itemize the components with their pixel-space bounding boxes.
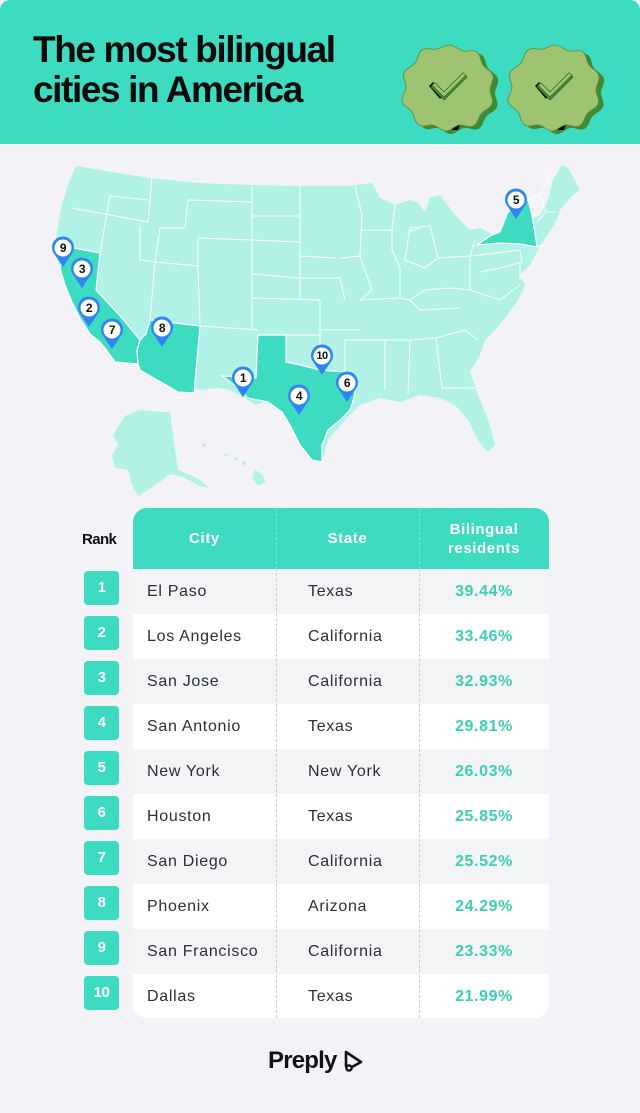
city-cell: Phoenix (147, 898, 210, 915)
brand-name: Preply (268, 1047, 337, 1074)
state-cell: California (308, 853, 383, 870)
map-pin-rank-10: 10 (310, 344, 334, 376)
state-cell: Arizona (308, 898, 368, 915)
city-cell: El Paso (147, 583, 208, 600)
city-cell: Houston (147, 808, 212, 825)
percent-cell: 33.46% (455, 628, 513, 645)
header-divider (276, 508, 277, 569)
rank-badge: 7 (84, 841, 119, 875)
title-line-2: cities in America (33, 69, 303, 110)
state-cell: California (308, 943, 383, 960)
map-pin-rank-7: 7 (100, 318, 124, 350)
us-map-graphic (55, 165, 580, 496)
checkmark-seal-icon (506, 36, 606, 136)
table-row: Houston Texas 25.85% (133, 794, 549, 839)
map-pin-rank-2: 2 (77, 296, 101, 328)
state-cell: Texas (308, 583, 354, 600)
rank-badge: 10 (84, 976, 119, 1010)
city-cell: San Jose (147, 673, 220, 690)
rank-badge: 8 (84, 886, 119, 920)
percent-cell: 32.93% (455, 673, 513, 690)
rank-badge: 4 (84, 706, 119, 740)
map-pin-rank-6: 6 (335, 371, 359, 403)
city-cell: San Francisco (147, 943, 259, 960)
header-divider (419, 508, 420, 569)
preply-logo: Preply (268, 1046, 365, 1076)
state-cell: Texas (308, 988, 354, 1005)
preply-logo-icon (344, 1050, 362, 1072)
table-header: City State Bilingual residents (133, 508, 549, 569)
percent-cell: 21.99% (455, 988, 513, 1005)
city-cell: Los Angeles (147, 628, 242, 645)
city-cell: San Antonio (147, 718, 241, 735)
state-cell: California (308, 673, 383, 690)
rank-badge: 9 (84, 931, 119, 965)
map-pin-rank-1: 1 (231, 366, 255, 398)
city-cell: Dallas (147, 988, 196, 1005)
percent-cell: 23.33% (455, 943, 513, 960)
title-line-1: The most bilingual (33, 29, 336, 70)
table-row: San Francisco California 23.33% (133, 929, 549, 974)
city-cell: San Diego (147, 853, 229, 870)
header-bilingual-residents: Bilingual residents (447, 520, 521, 557)
us-map: 9 3 2 7 8 1 4 10 6 5 (0, 150, 640, 500)
map-pin-rank-9: 9 (51, 236, 75, 268)
header-banner: The most bilingual cities in America (0, 0, 640, 144)
state-cell: Texas (308, 808, 354, 825)
state-cell: California (308, 628, 383, 645)
column-divider (419, 508, 420, 1018)
table-row: Dallas Texas 21.99% (133, 974, 549, 1018)
map-pin-rank-4: 4 (287, 384, 311, 416)
percent-cell: 24.29% (455, 898, 513, 915)
table-row: New York New York 26.03% (133, 749, 549, 794)
city-cell: New York (147, 763, 221, 780)
state-cell: Texas (308, 718, 354, 735)
table-row: San Antonio Texas 29.81% (133, 704, 549, 749)
rank-badge: 5 (84, 751, 119, 785)
rank-badge: 3 (84, 661, 119, 695)
column-divider (276, 508, 277, 1018)
rank-badge: 1 (84, 571, 119, 605)
percent-cell: 29.81% (455, 718, 513, 735)
percent-cell: 25.85% (455, 808, 513, 825)
map-pin-rank-5: 5 (504, 188, 528, 220)
page-title: The most bilingual cities in America (33, 30, 393, 110)
header-state: State (327, 530, 368, 547)
rankings-table: El Paso Texas 39.44% Los Angeles Califor… (133, 508, 549, 1018)
table-row: Phoenix Arizona 24.29% (133, 884, 549, 929)
map-pin-rank-8: 8 (150, 316, 174, 348)
map-pin-rank-3: 3 (70, 257, 94, 289)
checkmark-seal-icon (400, 36, 500, 136)
table-row: San Jose California 32.93% (133, 659, 549, 704)
rank-badge: 6 (84, 796, 119, 830)
percent-cell: 25.52% (455, 853, 513, 870)
percent-cell: 26.03% (455, 763, 513, 780)
header-city: City (189, 530, 220, 547)
rank-column-label: Rank (82, 531, 117, 548)
percent-cell: 39.44% (455, 583, 513, 600)
state-cell: New York (308, 763, 382, 780)
rank-badge: 2 (84, 616, 119, 650)
table-row: El Paso Texas 39.44% (133, 569, 549, 614)
table-row: San Diego California 25.52% (133, 839, 549, 884)
table-row: Los Angeles California 33.46% (133, 614, 549, 659)
